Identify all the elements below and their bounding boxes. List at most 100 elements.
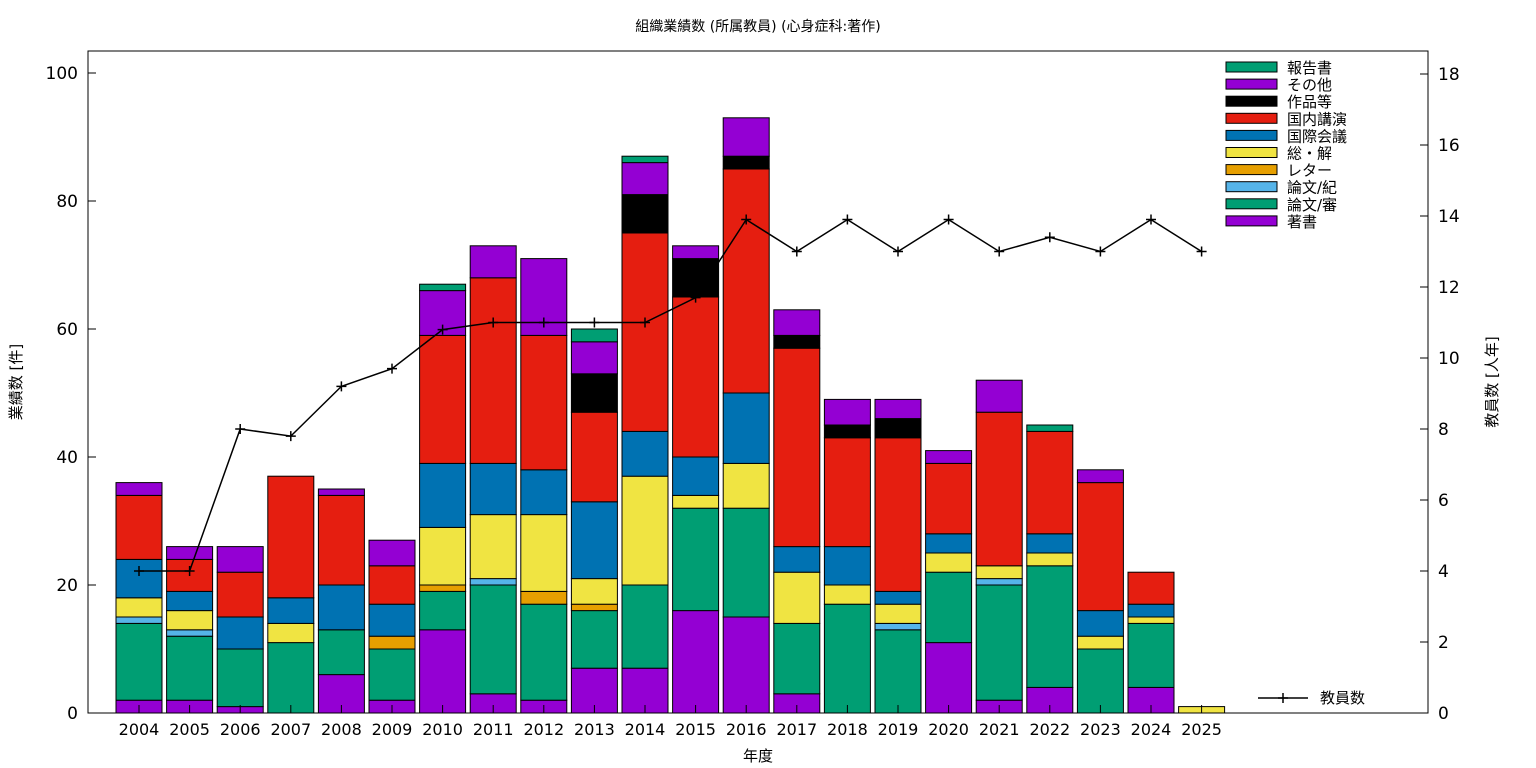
bar-segment-2006-5 [216,616,264,650]
bar-segment-2017-1 [773,622,821,695]
bar-segment-2009-8 [368,539,416,567]
bar-segment-2021-1 [975,584,1023,701]
bar-segment-2017-7 [773,334,821,349]
bar-segment-2008-6 [317,494,365,586]
x-axis: 2004 2005 2006 2007 2008 2009 2010 2011 2012 2013… [119,705,1222,739]
bar-segment-2019-7 [874,418,922,439]
y2-axis-label: 教員数 [人年] [1483,336,1501,427]
bar-segment-2021-8 [975,379,1023,413]
bar-segment-2006-8 [216,546,264,573]
bar-segment-2012-5 [520,469,568,516]
y-tick-label: 100 [46,64,78,84]
bar-segment-2010-6 [419,334,467,464]
plot-frame [87,50,1429,714]
line-point-2005 [184,566,195,576]
bar-segment-2014-7 [621,194,669,234]
y2-tick-label: 14 [1438,207,1460,227]
legend-swatch [1225,129,1278,141]
bar-segment-2021-6 [975,411,1023,567]
bar-segment-2013-7 [570,373,618,413]
y2-tick-label: 6 [1438,491,1449,511]
bar-segment-2004-1 [115,622,163,701]
bar-segment-2018-1 [823,603,871,714]
y-axis-label: 業績数 [件] [7,344,25,420]
x-tick-label: 2016 [726,720,767,739]
bar-segment-2019-5 [874,590,922,605]
bar-segment-2020-5 [925,533,973,554]
bar-segment-2022-4 [1026,552,1074,567]
legend-swatch [1225,112,1278,124]
bar-segment-2013-8 [570,341,618,375]
bar-segment-2022-1 [1026,565,1074,688]
y2-tick-label: 16 [1438,136,1460,156]
bar-segment-2007-1 [267,642,315,714]
bar-segment-2014-8 [621,162,669,196]
legend-label: 著書 [1287,213,1317,231]
bar-segment-2013-6 [570,411,618,503]
bar-segment-2005-5 [166,590,214,612]
line-point-2007 [285,431,296,442]
legend-label: 国際会議 [1287,127,1347,145]
bar-segment-2012-3 [520,590,568,605]
line-point-2021 [994,246,1005,257]
bar-segment-2020-6 [925,462,973,535]
y2-tick-label: 2 [1438,633,1449,653]
bar-segment-2005-6 [166,558,214,592]
bar-segment-2006-6 [216,571,264,618]
bar-segment-2011-8 [469,245,517,279]
bar-segment-2005-1 [166,635,214,701]
x-tick-label: 2005 [169,720,210,739]
y-axis-left: 0 20 40 60 80 100 [46,64,96,724]
bar-segment-2013-5 [570,501,618,580]
x-tick-label: 2015 [675,720,716,739]
bar-segment-2007-6 [267,475,315,599]
y2-tick-label: 8 [1438,420,1449,440]
bar-segment-2004-2 [115,616,163,624]
x-tick-label: 2024 [1131,720,1172,739]
bar-segment-2018-6 [823,437,871,548]
bar-segment-2010-5 [419,462,467,528]
line-point-2022 [1044,232,1055,243]
bar-segment-2020-4 [925,552,973,573]
x-tick-label: 2006 [220,720,261,739]
bar-segment-2010-1 [419,590,467,631]
bar-segment-2004-6 [115,494,163,560]
bar-segment-2024-1 [1127,622,1175,688]
y-tick-label: 40 [56,448,78,468]
legend-label: 論文/紀 [1287,179,1337,197]
bar-segment-2012-4 [520,514,568,592]
x-tick-label: 2007 [270,720,311,739]
bar-segment-2018-4 [823,584,871,605]
bar-segment-2015-8 [672,245,720,260]
bar-segment-2014-5 [621,430,669,477]
bar-segment-2020-0 [925,642,973,714]
bar-segment-2013-1 [570,610,618,669]
line-point-2012 [538,317,549,328]
bar-segment-2021-2 [975,578,1023,586]
line-point-2008 [336,381,347,392]
line-legend: 教員数 [1258,689,1365,707]
x-axis-label: 年度 [743,747,773,765]
chart-title: 組織業績数 (所属教員) (心身症科:著作) [635,19,880,35]
x-tick-label: 2020 [928,720,969,739]
line-point-2010 [437,324,448,335]
bar-segment-2014-1 [621,584,669,669]
bar-segment-2024-4 [1127,616,1175,624]
line-point-2015 [690,292,701,303]
bar-segment-2011-1 [469,584,517,695]
bar-segment-2011-6 [469,277,517,464]
bar-segment-2022-9 [1026,424,1074,432]
y-axis-right: 0 2 4 6 8 10 12 14 16 18 [1420,65,1460,724]
bar-segment-2012-1 [520,603,568,701]
teacher-count-line [139,218,1202,572]
legend-swatch [1225,95,1278,107]
bar-segment-2009-5 [368,603,416,637]
y-tick-label: 60 [56,320,78,340]
bar-segment-2014-4 [621,475,669,586]
bar-segment-2010-0 [419,629,467,714]
bar-segment-2015-6 [672,296,720,458]
bar-segment-2018-8 [823,398,871,426]
bar-segment-2011-5 [469,462,517,516]
y2-tick-label: 18 [1438,65,1460,85]
bar-segment-2016-7 [722,155,770,170]
